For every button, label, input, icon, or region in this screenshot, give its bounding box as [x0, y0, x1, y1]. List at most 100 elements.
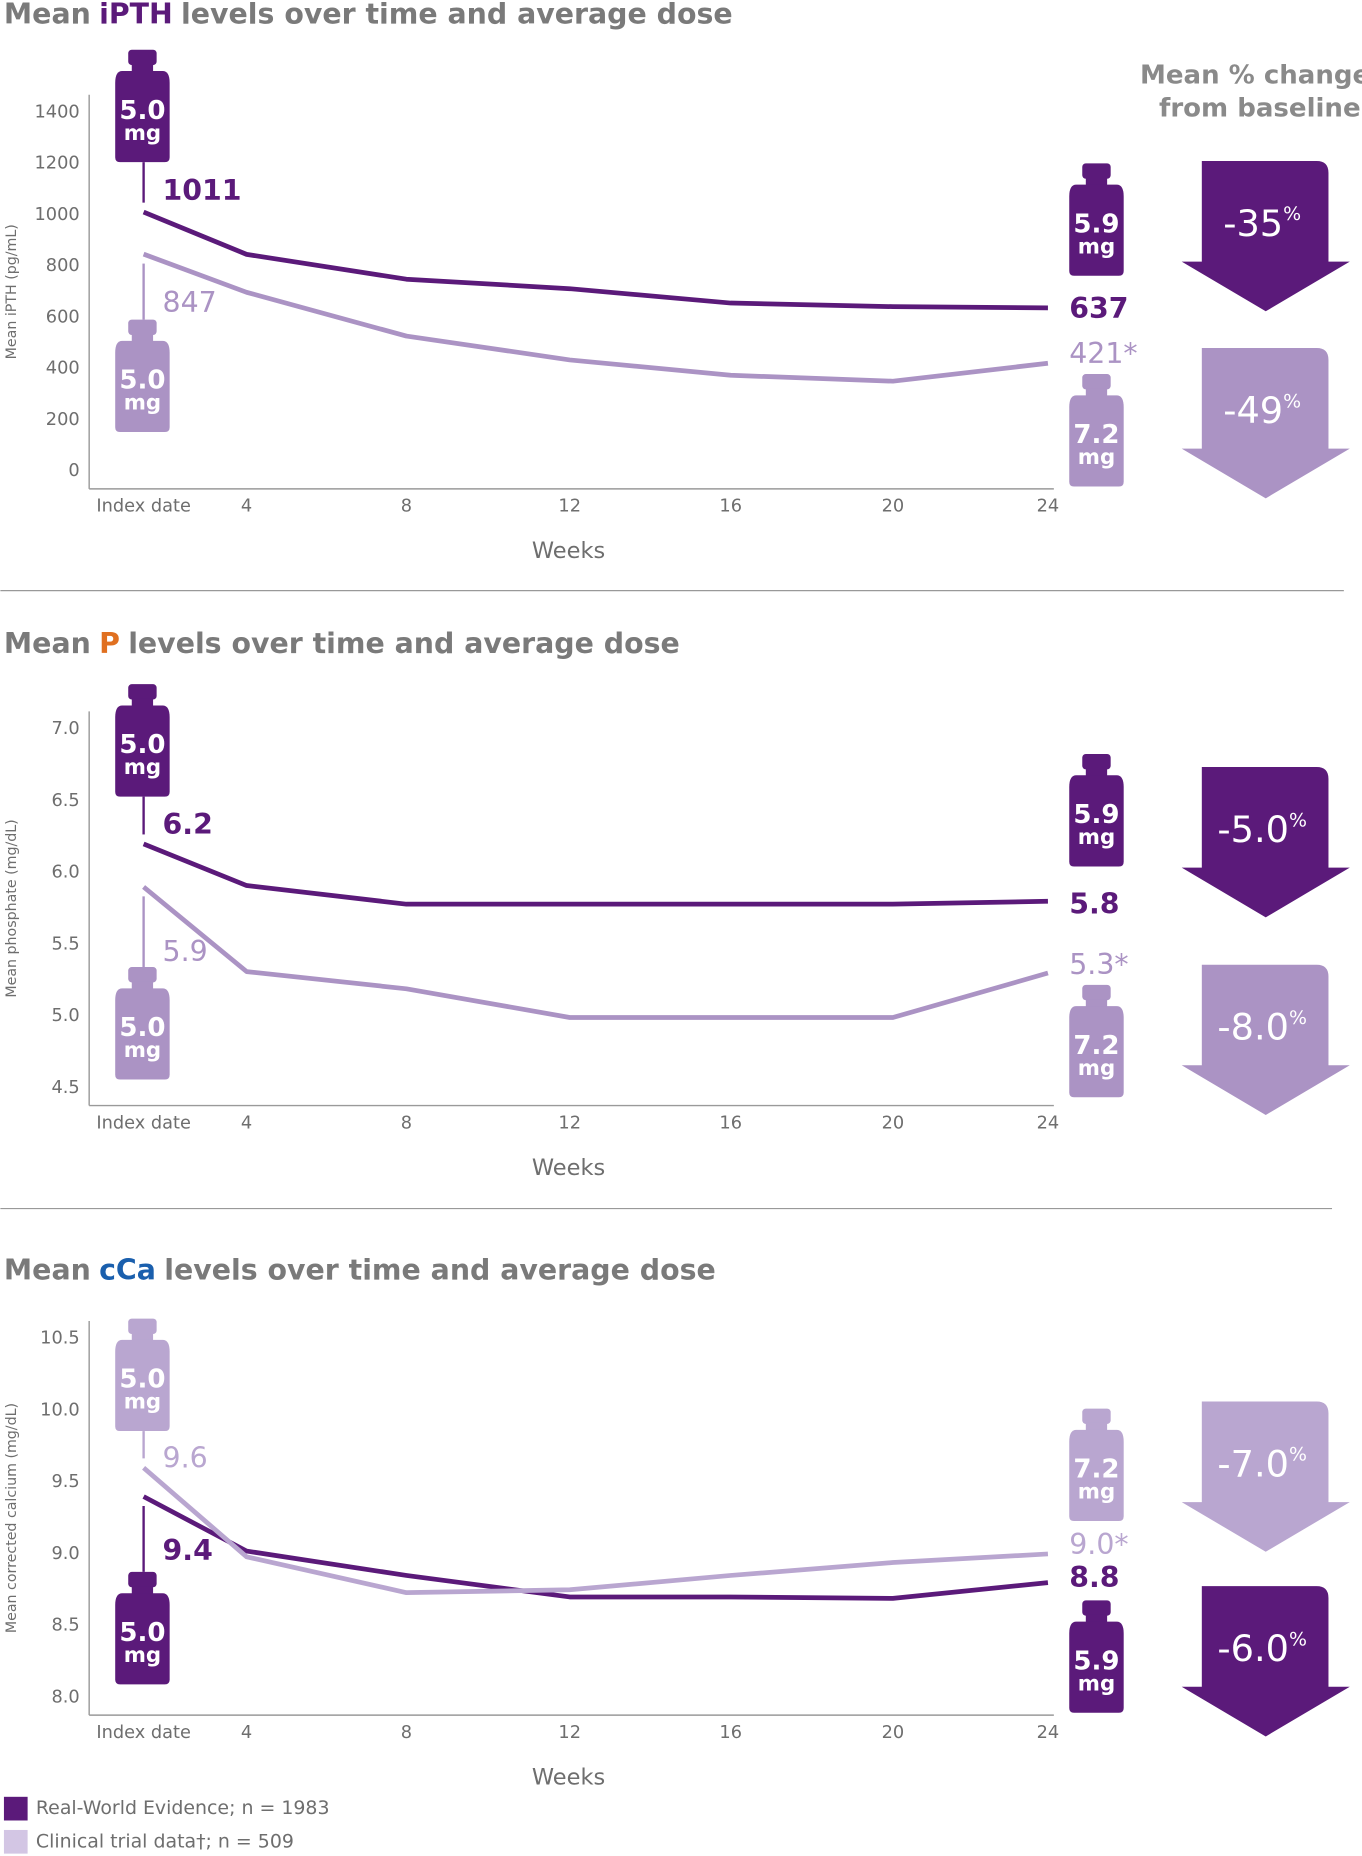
legend-label: Real-World Evidence; n = 1983: [36, 1797, 330, 1819]
change-value: -7.0%: [1217, 1442, 1307, 1485]
dose-unit: mg: [1078, 825, 1115, 850]
bottle-cap: [1082, 984, 1111, 1001]
y-axis-label: Mean iPTH (pg/mL): [4, 224, 20, 359]
bottle-body: [1069, 1006, 1124, 1098]
y-tick-label: 5.0: [51, 1006, 79, 1026]
y-tick-label: 10.0: [40, 1400, 80, 1420]
dose-value: 5.0: [119, 1365, 165, 1395]
change-unit: %: [1289, 1628, 1307, 1650]
dose-unit: mg: [1078, 445, 1115, 470]
value-label: 9.0*: [1069, 1528, 1128, 1561]
title-part: Mean: [4, 627, 91, 660]
change-number: -49: [1223, 388, 1283, 431]
y-axis-label: Mean phosphate (mg/dL): [4, 819, 20, 997]
value-label: 6.2: [163, 808, 213, 841]
dose-value: 5.0: [119, 1013, 165, 1043]
change-arrow: [1181, 767, 1350, 918]
change-value: -8.0%: [1217, 1005, 1307, 1048]
y-axis-label: Mean corrected calcium (mg/dL): [4, 1403, 20, 1633]
change-number: -7.0: [1217, 1442, 1289, 1485]
dose-value: 5.9: [1073, 1646, 1119, 1676]
dose-value: 5.9: [1073, 209, 1119, 239]
value-label: 1011: [163, 174, 242, 207]
x-axis-label: Weeks: [532, 1764, 605, 1790]
x-tick-label: 24: [1037, 497, 1060, 517]
x-tick-label: Index date: [96, 1113, 191, 1133]
dose-bottle: 5.0mg: [115, 1318, 170, 1432]
dose-value: 5.0: [119, 730, 165, 760]
dose-unit: mg: [124, 1038, 161, 1063]
x-axis-label: Weeks: [532, 538, 605, 564]
y-tick-label: 9.0: [51, 1544, 79, 1564]
x-tick-label: 24: [1037, 1113, 1060, 1133]
x-tick-label: 4: [241, 497, 252, 517]
y-tick-label: 1200: [35, 154, 80, 174]
bottle-neck: [1085, 1422, 1108, 1432]
x-tick-label: 20: [882, 1113, 905, 1133]
x-tick-label: 20: [882, 497, 905, 517]
y-tick-label: 7.0: [51, 719, 79, 739]
change-unit: %: [1283, 203, 1301, 225]
x-tick-label: Index date: [96, 497, 191, 517]
value-label: 421*: [1069, 337, 1137, 370]
change-value: -6.0%: [1217, 1627, 1307, 1670]
chart-title: Mean cCa levels over time and average dose: [4, 1253, 716, 1286]
bottle-neck: [131, 698, 154, 707]
change-unit: %: [1289, 809, 1307, 831]
x-tick-label: 24: [1037, 1723, 1060, 1743]
dose-bottle: 5.9mg: [1069, 1600, 1124, 1713]
legend-swatch: [3, 1829, 28, 1854]
bottle-cap: [1082, 1600, 1111, 1616]
change-unit: %: [1289, 1443, 1307, 1465]
change-value: -5.0%: [1217, 807, 1307, 850]
y-tick-label: 200: [46, 410, 80, 430]
bottle-cap: [1082, 163, 1111, 179]
y-tick-label: 400: [46, 359, 80, 379]
dose-value: 7.2: [1073, 1455, 1119, 1485]
value-label: 637: [1069, 292, 1128, 325]
value-label: 5.8: [1069, 888, 1119, 921]
x-tick-label: 12: [558, 1723, 581, 1743]
y-tick-label: 6.5: [51, 791, 79, 811]
bottle-body: [1069, 395, 1124, 487]
dose-bottle: 7.2mg: [1069, 984, 1124, 1098]
change-value: -49%: [1223, 388, 1301, 431]
title-part: iPTH: [99, 0, 173, 30]
series-line: [142, 1466, 1049, 1596]
change-unit: %: [1283, 390, 1301, 412]
chart-title: Mean iPTH levels over time and average dos…: [4, 0, 733, 30]
x-tick-label: 8: [401, 1113, 412, 1133]
bottle-cap: [1082, 1408, 1111, 1424]
bottle-cap: [128, 1318, 157, 1334]
bottle-cap: [1082, 754, 1111, 770]
bottle-body: [115, 705, 170, 797]
y-tick-label: 1400: [35, 102, 80, 122]
x-tick-label: 8: [401, 1723, 412, 1743]
change-arrow: [1181, 1586, 1350, 1737]
series-line: [142, 841, 1048, 907]
dose-bottle: 5.0mg: [115, 49, 170, 163]
bottle-body: [1069, 775, 1124, 867]
bottle-neck: [131, 63, 154, 73]
dose-unit: mg: [1078, 1671, 1115, 1696]
dose-bottle: 5.9mg: [1069, 163, 1124, 276]
x-tick-label: 16: [719, 497, 742, 517]
dose-value: 5.0: [119, 96, 165, 126]
bottle-body: [1069, 184, 1124, 276]
x-tick-label: 16: [719, 1723, 742, 1743]
bottle-cap: [128, 967, 157, 983]
title-part: Mean: [4, 0, 91, 30]
value-label: 5.3*: [1069, 948, 1128, 981]
bottle-body: [115, 340, 170, 433]
bottle-body: [1069, 1621, 1124, 1713]
x-tick-label: 12: [558, 1113, 581, 1133]
series-line: [142, 885, 1049, 1020]
dose-value: 7.2: [1073, 420, 1119, 450]
x-tick-label: 12: [558, 497, 581, 517]
bottle-neck: [131, 1332, 154, 1342]
y-tick-label: 5.5: [51, 934, 79, 954]
title-part: Mean: [4, 1253, 91, 1286]
change-arrow: [1181, 160, 1350, 312]
change-arrow: [1181, 964, 1350, 1116]
